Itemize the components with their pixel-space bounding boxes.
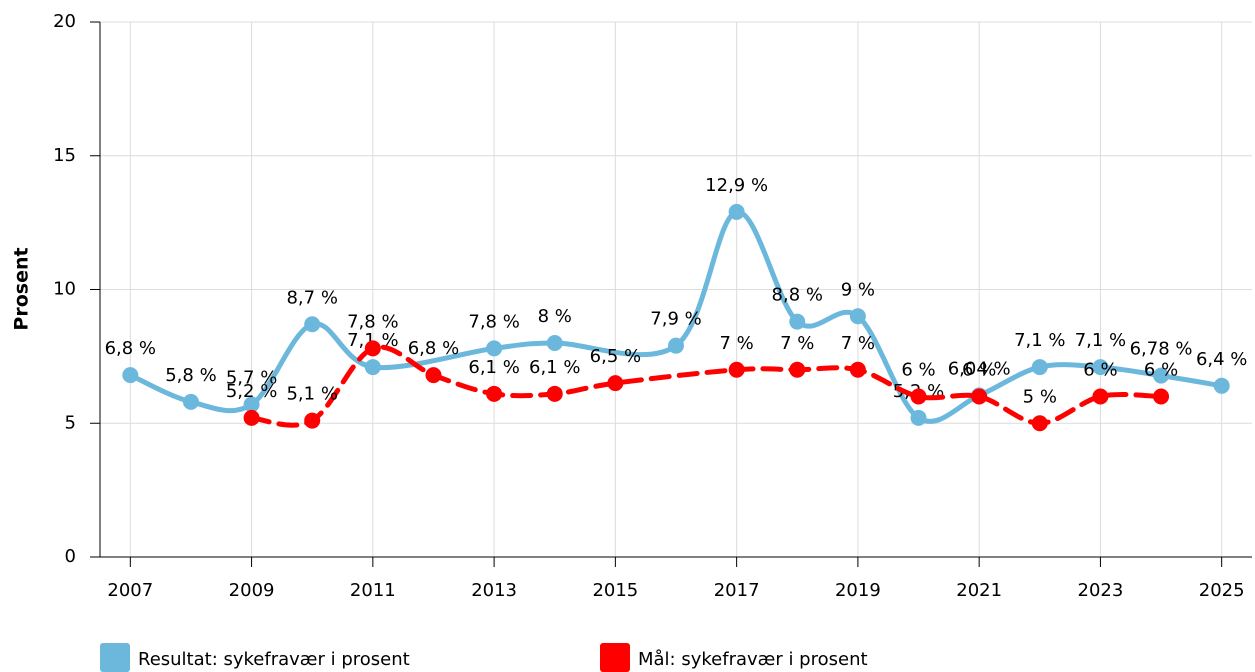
data-label: 7 % — [841, 333, 875, 354]
data-label: 6,4 % — [1196, 349, 1247, 370]
data-label: 6 % — [962, 360, 996, 381]
point — [728, 361, 745, 378]
point — [1213, 377, 1230, 394]
data-label: 6 % — [901, 360, 935, 381]
data-label: 7,1 % — [1075, 330, 1126, 351]
x-tick-label: 2021 — [956, 580, 1002, 601]
x-tick-label: 2025 — [1199, 580, 1245, 601]
point — [425, 367, 442, 384]
data-label: 6,8 % — [105, 338, 156, 359]
point — [364, 359, 381, 376]
legend-label: Mål: sykefravær i prosent — [638, 649, 868, 670]
point — [304, 316, 321, 333]
line — [127, 209, 1225, 424]
x-tick-label: 2017 — [714, 580, 760, 601]
point — [1153, 367, 1170, 384]
point — [364, 340, 381, 357]
point — [1092, 359, 1109, 376]
legend-swatch — [600, 643, 630, 672]
point — [607, 375, 624, 392]
data-label: 6,1 % — [468, 357, 519, 378]
data-label: 6 % — [1144, 360, 1178, 381]
data-label: 5,7 % — [226, 368, 277, 389]
data-label: 5,2 % — [226, 381, 277, 402]
point — [910, 409, 927, 426]
data-label: 6,1 % — [529, 357, 580, 378]
x-tick-label: 2009 — [229, 580, 275, 601]
data-label: 7,8 % — [347, 311, 398, 332]
data-label: 12,9 % — [705, 175, 768, 196]
point — [1092, 388, 1109, 405]
data-label: 5,1 % — [286, 384, 337, 405]
data-label: 7,1 % — [1014, 330, 1065, 351]
data-label: 7,8 % — [468, 311, 519, 332]
point — [486, 385, 503, 402]
point — [789, 313, 806, 330]
point — [728, 203, 745, 220]
point — [182, 393, 199, 410]
point — [304, 412, 321, 429]
point — [1031, 415, 1048, 432]
point — [243, 409, 260, 426]
x-tick-label: 2019 — [835, 580, 881, 601]
data-label: 6,8 % — [408, 338, 459, 359]
x-tick-label: 2013 — [471, 580, 517, 601]
point — [486, 340, 503, 357]
point — [243, 396, 260, 413]
y-tick-label: 15 — [53, 145, 76, 166]
x-tick-label: 2015 — [592, 580, 638, 601]
point — [849, 361, 866, 378]
data-label: 5,8 % — [165, 365, 216, 386]
x-tick-label: 2007 — [107, 580, 153, 601]
data-label: 9 % — [841, 279, 875, 300]
data-label: 8,8 % — [772, 285, 823, 306]
y-tick-label: 10 — [53, 279, 76, 300]
data-label: 6 % — [1083, 360, 1117, 381]
data-label: 7 % — [780, 333, 814, 354]
y-tick-label: 5 — [65, 412, 76, 433]
point — [668, 337, 684, 354]
data-label: 5 % — [1023, 386, 1057, 407]
point — [122, 367, 139, 384]
y-axis-label: Prosent — [11, 247, 33, 330]
data-label: 6,04 % — [948, 358, 1011, 379]
legend-label: Resultat: sykefravær i prosent — [138, 649, 410, 670]
point — [789, 361, 806, 378]
y-tick-label: 20 — [53, 11, 76, 32]
data-label: 6,78 % — [1130, 339, 1193, 360]
y-tick-label: 0 — [65, 546, 76, 567]
point — [849, 308, 866, 325]
x-tick-label: 2023 — [1078, 580, 1124, 601]
data-label: 7,9 % — [650, 309, 701, 330]
data-label: 7 % — [719, 333, 753, 354]
x-tick-label: 2011 — [350, 580, 396, 601]
data-label: 6,5 % — [590, 346, 641, 367]
data-label: 8,7 % — [286, 287, 337, 308]
legend-swatch — [100, 643, 130, 672]
data-label: 8 % — [538, 306, 572, 327]
point — [1153, 388, 1170, 405]
point — [546, 385, 563, 402]
point — [546, 335, 563, 351]
point — [910, 388, 927, 405]
point — [1031, 359, 1048, 376]
point — [971, 388, 988, 405]
